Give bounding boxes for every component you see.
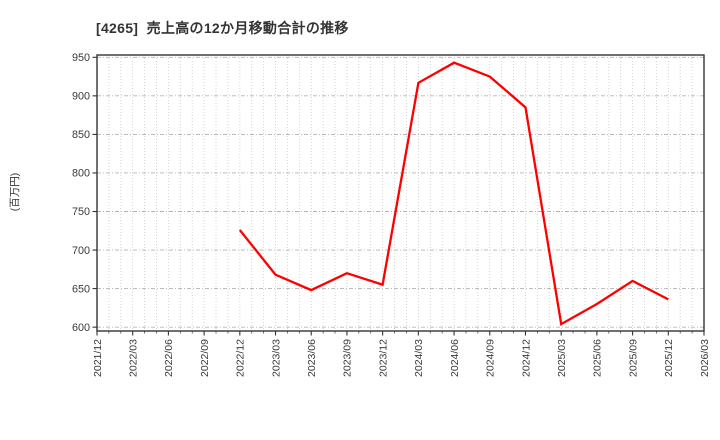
svg-text:2024/12: 2024/12	[520, 339, 532, 377]
minor-gridlines	[108, 55, 693, 331]
y-tick-labels: 600 650 700 750 800 850 900 950	[72, 52, 90, 334]
svg-text:2025/03: 2025/03	[556, 339, 568, 377]
svg-text:2022/09: 2022/09	[199, 339, 211, 377]
svg-text:2025/12: 2025/12	[663, 339, 675, 377]
svg-text:2025/06: 2025/06	[592, 339, 604, 377]
svg-text:750: 750	[72, 206, 90, 218]
svg-text:600: 600	[72, 322, 90, 334]
axes-frame	[96, 54, 705, 332]
data-line	[238, 61, 669, 326]
tick-marks	[92, 56, 705, 336]
svg-text:900: 900	[72, 91, 90, 103]
svg-text:2024/09: 2024/09	[485, 339, 497, 377]
svg-text:2026/03: 2026/03	[699, 339, 711, 377]
series-売上高の12か月移動合計	[238, 61, 669, 326]
svg-text:2022/06: 2022/06	[163, 339, 175, 377]
chart-title: [4265] 売上高の12か月移動合計の推移	[96, 20, 349, 36]
svg-text:800: 800	[72, 168, 90, 180]
svg-text:2024/06: 2024/06	[449, 339, 461, 377]
svg-text:2021/12: 2021/12	[92, 339, 104, 377]
svg-text:2022/03: 2022/03	[128, 339, 140, 377]
svg-text:700: 700	[72, 245, 90, 257]
svg-text:2023/12: 2023/12	[377, 339, 389, 377]
svg-text:2025/09: 2025/09	[627, 339, 639, 377]
svg-text:2023/03: 2023/03	[270, 339, 282, 377]
major-gridlines	[97, 56, 704, 328]
svg-text:2023/09: 2023/09	[342, 339, 354, 377]
x-tick-labels: 2021/12 2022/03 2022/06 2022/09 2022/12 2023/…	[92, 339, 711, 377]
svg-text:2024/03: 2024/03	[413, 339, 425, 377]
svg-text:2022/12: 2022/12	[235, 339, 247, 377]
svg-text:850: 850	[72, 129, 90, 141]
svg-text:650: 650	[72, 283, 90, 295]
svg-text:950: 950	[72, 52, 90, 64]
svg-text:2023/06: 2023/06	[306, 339, 318, 377]
